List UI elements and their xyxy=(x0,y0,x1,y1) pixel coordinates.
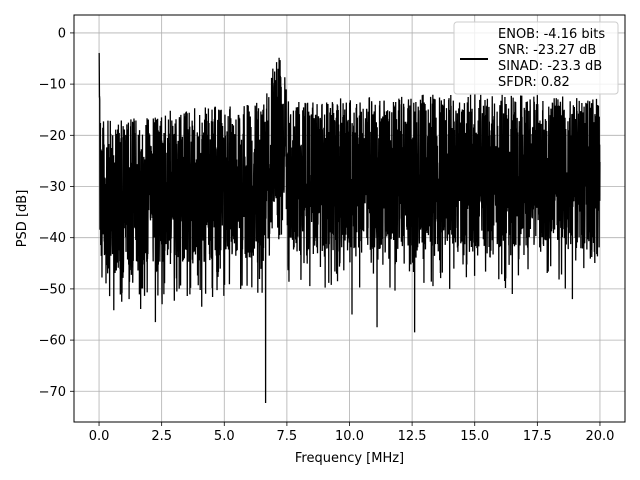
y-tick-label: −50 xyxy=(39,282,66,297)
y-tick-label: 0 xyxy=(58,26,66,41)
psd-line xyxy=(98,52,601,404)
y-axis-ticks: 0 −10 −20 −30 −40 −50 −60 −70 xyxy=(39,26,74,400)
x-tick-label: 10.0 xyxy=(335,429,364,444)
x-axis-label: Frequency [MHz] xyxy=(295,451,404,466)
x-tick-label: 7.5 xyxy=(277,429,298,444)
legend-line-text: SINAD: -23.3 dB xyxy=(498,59,602,74)
x-axis-ticks: 0.0 2.5 5.0 7.5 10.0 12.5 15.0 17.5 20.0 xyxy=(89,422,614,444)
x-tick-label: 0.0 xyxy=(89,429,110,444)
x-tick-label: 17.5 xyxy=(523,429,552,444)
legend-box xyxy=(453,21,619,95)
x-tick-label: 5.0 xyxy=(214,429,235,444)
x-tick-label: 20.0 xyxy=(585,429,614,444)
y-tick-label: −20 xyxy=(39,129,66,144)
legend-line-text: SFDR: 0.82 xyxy=(498,75,570,90)
x-tick-label: 15.0 xyxy=(460,429,489,444)
psd-series xyxy=(98,52,601,404)
y-tick-label: −30 xyxy=(39,180,66,195)
y-tick-label: −70 xyxy=(39,385,66,400)
legend-line-text: SNR: -23.27 dB xyxy=(498,43,596,58)
y-tick-label: −60 xyxy=(39,334,66,349)
x-tick-label: 2.5 xyxy=(151,429,172,444)
legend-line-text: ENOB: -4.16 bits xyxy=(498,27,605,42)
y-tick-label: −10 xyxy=(39,78,66,93)
y-tick-label: −40 xyxy=(39,231,66,246)
y-axis-label: PSD [dB] xyxy=(15,190,30,248)
x-tick-label: 12.5 xyxy=(398,429,427,444)
